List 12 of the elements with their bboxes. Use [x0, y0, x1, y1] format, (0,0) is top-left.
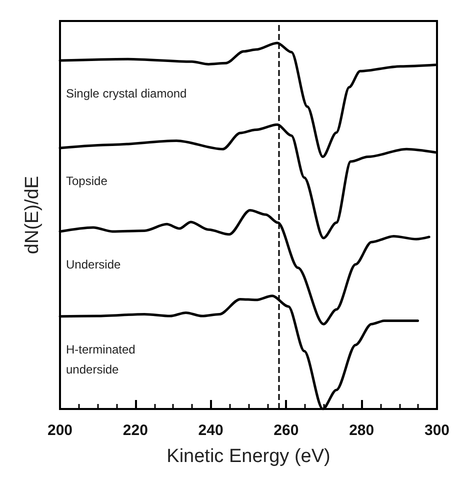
- y-axis-title: dN(E)/dE: [22, 176, 43, 254]
- x-axis-title: Kinetic Energy (eV): [166, 446, 330, 467]
- x-tick-label: 300: [424, 422, 450, 439]
- x-tick-label: 260: [274, 422, 299, 439]
- text: H-terminated underside: [66, 342, 136, 376]
- text: Underside: [66, 257, 122, 272]
- x-tick-label: 220: [122, 422, 148, 439]
- text: Single crystal diamond: [66, 86, 187, 101]
- x-tick-label: 280: [349, 422, 374, 439]
- x-tick-label: 200: [47, 422, 73, 439]
- x-tick-label: 240: [198, 422, 224, 439]
- text: Topside: [66, 174, 108, 188]
